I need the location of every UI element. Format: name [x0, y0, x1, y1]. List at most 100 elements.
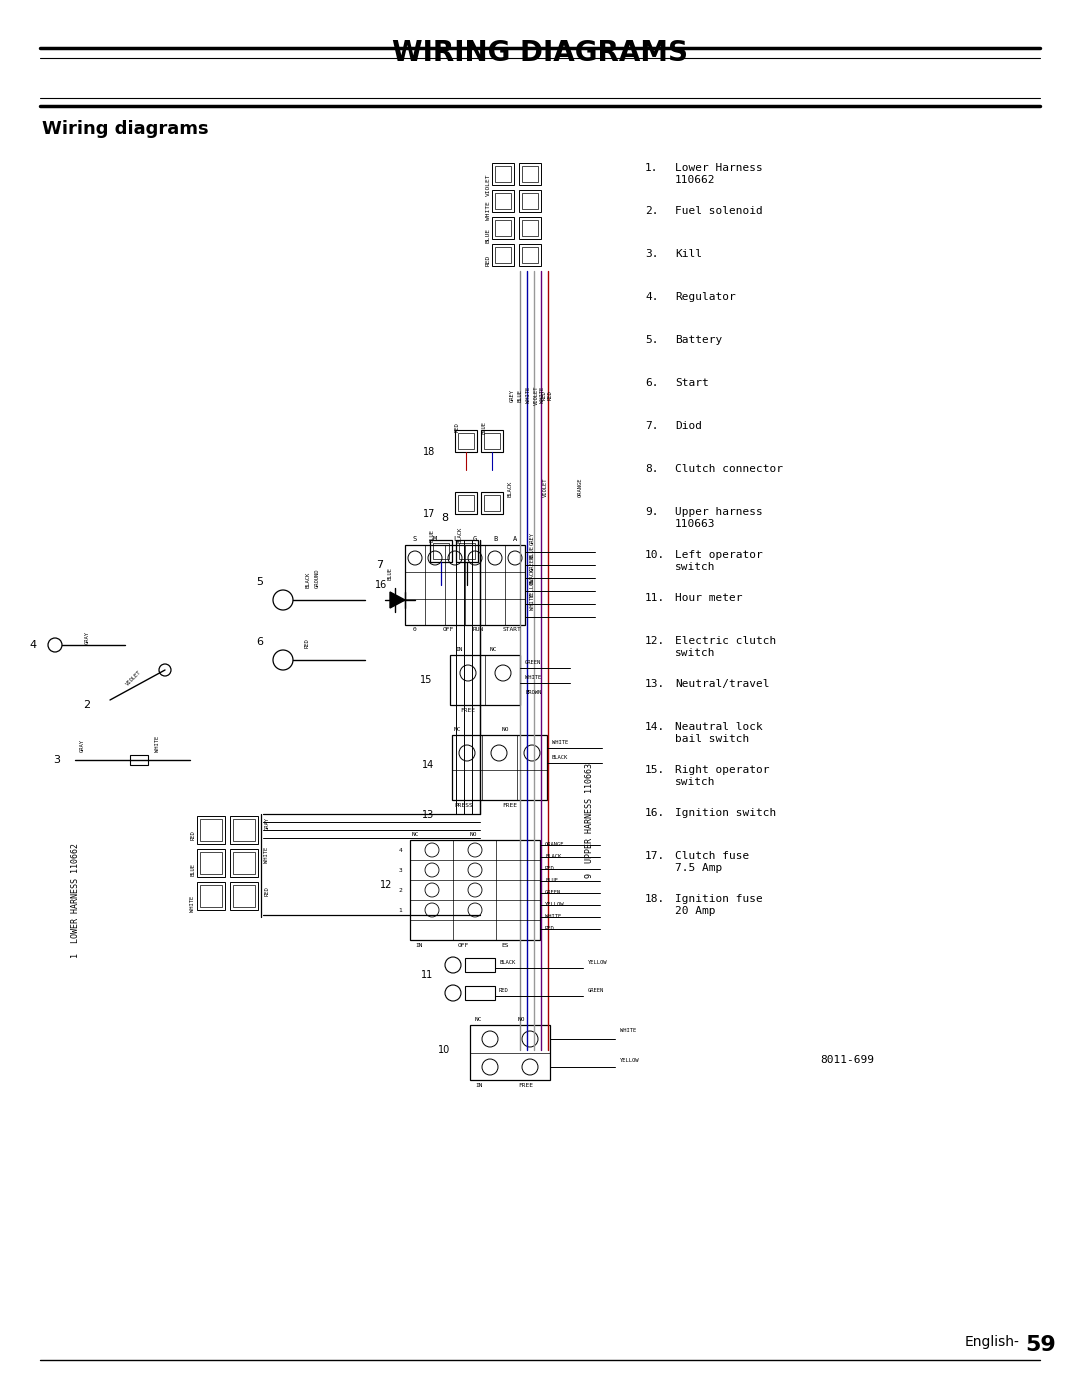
Text: RED: RED — [545, 866, 555, 872]
Text: VIOLET: VIOLET — [534, 386, 539, 405]
Text: BLACK: BLACK — [499, 960, 515, 964]
Bar — [197, 882, 225, 909]
Text: RED: RED — [305, 638, 310, 648]
Text: 9.: 9. — [645, 507, 659, 517]
Text: 17.: 17. — [645, 851, 665, 861]
Text: Start: Start — [675, 379, 708, 388]
Text: RED: RED — [190, 830, 195, 840]
Bar — [458, 433, 474, 448]
Text: ORANGE: ORANGE — [545, 842, 565, 848]
Text: 1  LOWER HARNESS 110662: 1 LOWER HARNESS 110662 — [70, 842, 80, 957]
Text: FREE: FREE — [518, 1083, 534, 1088]
Text: Wiring diagrams: Wiring diagrams — [42, 120, 208, 138]
Text: WHITE: WHITE — [190, 895, 195, 912]
Text: WHITE: WHITE — [525, 675, 541, 680]
Text: NC: NC — [490, 647, 498, 652]
Bar — [233, 819, 255, 841]
Text: NO: NO — [518, 1017, 526, 1023]
Text: 59: 59 — [1025, 1336, 1056, 1355]
Text: GREY: GREY — [530, 532, 535, 545]
Text: Fuel solenoid: Fuel solenoid — [675, 205, 762, 217]
Text: Neautral lock
bail switch: Neautral lock bail switch — [675, 722, 762, 743]
Text: WHITE: WHITE — [545, 915, 562, 919]
Text: RED: RED — [265, 886, 270, 895]
Text: GREEN: GREEN — [530, 555, 535, 571]
Bar — [197, 849, 225, 877]
Text: BLUE: BLUE — [545, 879, 558, 883]
Text: VIOLET: VIOLET — [486, 175, 490, 197]
Text: B: B — [492, 536, 497, 542]
Text: BLUE: BLUE — [430, 528, 435, 542]
Text: 3: 3 — [399, 868, 402, 873]
Text: Upper harness
110663: Upper harness 110663 — [675, 507, 762, 528]
Text: RUN: RUN — [473, 627, 484, 631]
Text: WHITE: WHITE — [526, 387, 531, 404]
Text: IN: IN — [475, 1083, 483, 1088]
Bar — [200, 886, 222, 907]
Text: Ignition switch: Ignition switch — [675, 807, 777, 819]
Text: VIOLET: VIOLET — [542, 478, 548, 497]
Text: S: S — [413, 536, 417, 542]
Text: BLUE: BLUE — [388, 567, 393, 580]
Text: A: A — [513, 536, 517, 542]
Text: BROWN: BROWN — [525, 690, 541, 694]
Text: Clutch fuse
7.5 Amp: Clutch fuse 7.5 Amp — [675, 851, 750, 873]
Bar — [519, 190, 541, 212]
Text: ES: ES — [501, 943, 509, 949]
Text: RED: RED — [455, 422, 460, 432]
Bar — [465, 958, 495, 972]
Text: ORANGE: ORANGE — [578, 478, 582, 497]
Text: 18.: 18. — [645, 894, 665, 904]
Text: BLACK: BLACK — [458, 527, 463, 543]
Text: 13.: 13. — [645, 679, 665, 689]
Text: WHITE: WHITE — [620, 1028, 636, 1032]
Bar — [484, 433, 500, 448]
Text: FREE: FREE — [460, 708, 475, 712]
Bar — [233, 852, 255, 875]
Text: 4: 4 — [30, 640, 37, 650]
Text: NC: NC — [411, 833, 419, 837]
Text: WIRING DIAGRAMS: WIRING DIAGRAMS — [392, 39, 688, 67]
Text: 10.: 10. — [645, 550, 665, 560]
Text: NC: NC — [475, 1017, 483, 1023]
Text: GRAY: GRAY — [80, 739, 85, 752]
Text: English-: English- — [966, 1336, 1020, 1350]
Bar — [410, 840, 540, 940]
Text: 16.: 16. — [645, 807, 665, 819]
Text: BLUE: BLUE — [530, 545, 535, 557]
Text: BLUE: BLUE — [486, 228, 490, 243]
Text: 10: 10 — [437, 1045, 450, 1055]
Text: WHITE: WHITE — [540, 387, 545, 404]
Text: 6.: 6. — [645, 379, 659, 388]
Text: RED: RED — [545, 926, 555, 932]
Bar — [433, 543, 449, 559]
Text: YELLOW: YELLOW — [530, 577, 535, 597]
Bar — [465, 986, 495, 1000]
Polygon shape — [390, 592, 405, 608]
Bar — [430, 541, 453, 562]
Text: VIOLET: VIOLET — [124, 669, 141, 687]
Text: 8: 8 — [442, 513, 448, 522]
Text: 11.: 11. — [645, 592, 665, 604]
Bar — [456, 541, 478, 562]
Text: BLACK: BLACK — [545, 855, 562, 859]
Bar — [522, 193, 538, 210]
Text: 8.: 8. — [645, 464, 659, 474]
Text: GREEN: GREEN — [588, 988, 604, 992]
Text: 12: 12 — [380, 880, 392, 890]
Text: WHITE: WHITE — [530, 594, 535, 610]
Bar — [481, 430, 503, 453]
Bar — [230, 816, 258, 844]
Text: 3.: 3. — [645, 249, 659, 258]
Text: BLACK: BLACK — [552, 754, 568, 760]
Text: OFF: OFF — [458, 943, 469, 949]
Bar — [405, 545, 525, 624]
Bar — [522, 219, 538, 236]
Text: GREY: GREY — [510, 388, 515, 401]
Bar — [492, 217, 514, 239]
Text: 7.: 7. — [645, 420, 659, 432]
Text: Clutch connector: Clutch connector — [675, 464, 783, 474]
Text: GREEN: GREEN — [525, 659, 541, 665]
Text: 4.: 4. — [645, 292, 659, 302]
Text: GROUND: GROUND — [315, 569, 320, 588]
